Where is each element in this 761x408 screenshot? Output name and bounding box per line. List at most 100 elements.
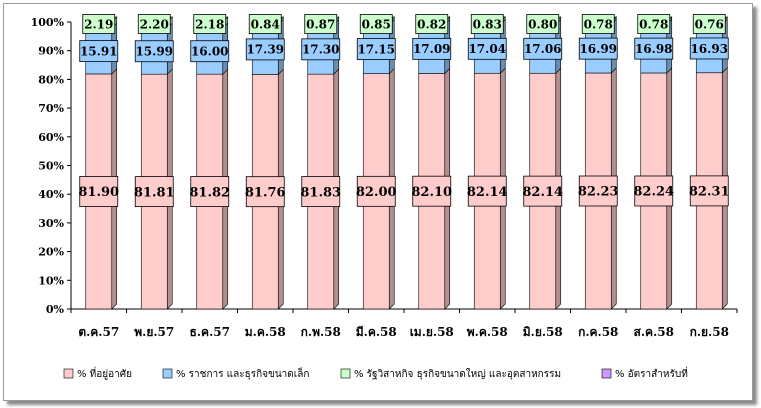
data-label-box <box>526 14 560 34</box>
legend-label: % ราชการ และธุรกิจขนาดเล็ก <box>176 366 309 380</box>
data-label: 0.87 <box>306 17 335 31</box>
data-label-box <box>356 38 396 60</box>
data-label-box <box>523 175 563 207</box>
legend-label: % รัฐวิสาหกิจ ธุรกิจขนาดใหญ่ และอุตสาหกร… <box>354 368 561 380</box>
data-label: 0.85 <box>362 17 391 31</box>
data-label-box <box>79 40 119 63</box>
x-tick-label: พ.ค.58 <box>467 325 508 339</box>
data-label-box <box>245 176 285 208</box>
data-label: 2.18 <box>195 17 224 31</box>
data-label: 82.31 <box>689 185 730 200</box>
y-tick-label: 0% <box>46 303 65 316</box>
data-label: 0.80 <box>528 17 557 31</box>
legend-swatch <box>162 368 173 379</box>
y-tick-label: 70% <box>38 102 64 115</box>
data-label-box <box>578 175 618 207</box>
data-label-box <box>79 176 119 207</box>
data-label-box <box>193 14 227 34</box>
data-label: 0.82 <box>417 17 446 31</box>
data-label: 82.10 <box>411 185 452 200</box>
data-label: 15.99 <box>135 45 173 59</box>
y-tick-label: 90% <box>38 45 64 58</box>
data-label: 17.06 <box>524 42 562 56</box>
x-tick-label: ก.พ.58 <box>301 325 341 339</box>
data-label: 82.23 <box>578 185 619 200</box>
data-label: 81.82 <box>189 185 230 200</box>
y-tick-label: 20% <box>38 246 64 259</box>
data-label: 16.98 <box>635 42 673 56</box>
data-label: 16.99 <box>579 42 617 56</box>
data-label: 82.00 <box>356 185 397 200</box>
y-tick-label: 30% <box>38 217 64 230</box>
data-label-box <box>301 38 341 61</box>
data-label-box <box>359 14 393 34</box>
data-label: 17.30 <box>302 43 340 57</box>
y-tick-label: 50% <box>38 160 64 173</box>
x-tick-label: ต.ค.57 <box>78 325 119 339</box>
data-label: 82.14 <box>522 185 563 200</box>
data-label: 17.04 <box>468 42 506 56</box>
data-label-box <box>578 37 618 60</box>
data-label-box <box>137 14 171 34</box>
data-label: 0.84 <box>251 17 280 31</box>
data-label-box <box>134 176 174 208</box>
data-label-box <box>304 14 338 34</box>
data-label: 0.83 <box>473 17 502 31</box>
data-label: 0.76 <box>695 17 724 31</box>
data-label: 82.24 <box>633 185 674 200</box>
data-label-box <box>134 40 174 63</box>
data-label-box <box>412 175 452 207</box>
legend-label: % อัตราสำหรับที่ <box>615 366 688 380</box>
legend-swatch <box>63 368 74 379</box>
data-label-box <box>692 14 726 34</box>
legend-label: % ที่อยู่อาศัย <box>77 366 132 380</box>
x-tick-label: ม.ค.58 <box>245 325 286 339</box>
data-label-box <box>82 14 116 34</box>
data-label: 17.39 <box>246 43 284 57</box>
data-label-box <box>356 175 396 207</box>
data-label: 16.93 <box>690 42 728 56</box>
x-tick-label: ส.ค.58 <box>634 325 674 339</box>
data-label-box <box>412 37 452 60</box>
x-tick-label: ก.ค.58 <box>578 325 618 339</box>
data-label-box <box>248 14 282 34</box>
y-tick-label: 60% <box>38 131 64 144</box>
data-label: 0.78 <box>584 17 613 31</box>
chart-frame: 0% 10% 20% 30% 40% 50% 60% 70% 80% 90% 100% 81.90 15… <box>3 3 753 401</box>
y-tick-label: 10% <box>38 274 64 287</box>
legend-swatch <box>601 368 612 379</box>
legend-swatch <box>340 368 351 379</box>
data-label: 2.20 <box>140 17 169 31</box>
data-label-box <box>190 40 230 63</box>
stacked-bar-chart: 0% 10% 20% 30% 40% 50% 60% 70% 80% 90% 100% 81.90 15… <box>31 14 738 380</box>
data-label-box <box>467 175 507 207</box>
data-label: 81.83 <box>300 185 341 200</box>
y-tick-label: 80% <box>38 73 64 86</box>
data-label: 2.19 <box>84 17 113 31</box>
x-tick-label: ก.ย.58 <box>690 325 729 339</box>
y-tick-label: 100% <box>31 16 65 29</box>
data-label: 0.78 <box>639 17 668 31</box>
data-label: 82.14 <box>467 185 508 200</box>
x-tick-label: มิ.ย.58 <box>523 325 563 339</box>
data-label: 16.00 <box>191 45 229 59</box>
data-label-box <box>634 37 674 60</box>
data-label: 15.91 <box>80 44 118 58</box>
data-label-box <box>689 37 729 60</box>
data-label: 17.09 <box>413 42 451 56</box>
data-label-box <box>415 14 449 34</box>
data-label: 81.81 <box>134 185 175 200</box>
data-label-box <box>523 37 563 60</box>
data-label-box <box>581 14 615 34</box>
x-tick-label: ธ.ค.57 <box>190 325 230 339</box>
data-label: 81.76 <box>245 185 286 200</box>
data-label-box <box>245 38 285 61</box>
data-label-box <box>190 176 230 207</box>
data-label: 17.15 <box>357 42 395 56</box>
x-tick-label: พ.ย.57 <box>134 325 174 339</box>
x-tick-label: เม.ย.58 <box>410 325 454 339</box>
data-label-box <box>634 175 674 207</box>
y-tick-label: 40% <box>38 188 64 201</box>
data-label-box <box>470 14 504 34</box>
data-label: 81.90 <box>78 185 119 200</box>
